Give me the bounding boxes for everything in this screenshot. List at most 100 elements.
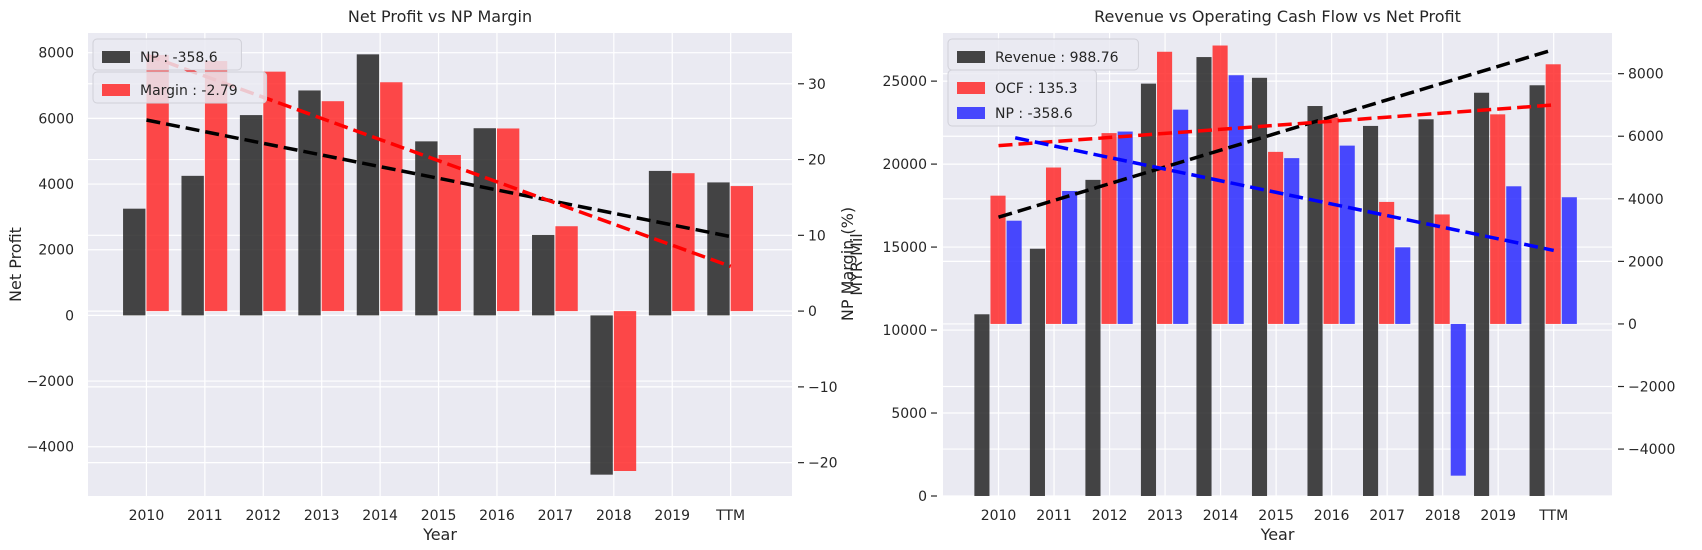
- y-tick-label: 0: [918, 489, 927, 505]
- y-tick-label: 25000: [882, 74, 927, 90]
- x-tick-label: 2013: [1147, 508, 1183, 524]
- bar-2016-series-1[interactable]: [1307, 106, 1323, 497]
- bar-ttm-series-2[interactable]: [730, 186, 754, 312]
- bar-2017-series-2[interactable]: [555, 226, 578, 312]
- x-tick-label: 2018: [1425, 508, 1461, 524]
- x-tick-label: 2015: [1258, 508, 1294, 524]
- bar-2018-series-2[interactable]: [1434, 214, 1450, 324]
- trend-line-series-1: [998, 47, 1555, 219]
- bar-2016-series-2[interactable]: [1323, 117, 1339, 324]
- bar-2017-series-1[interactable]: [1362, 125, 1379, 497]
- legend-swatch: [102, 84, 130, 96]
- y-tick-label: 6000: [38, 111, 74, 127]
- x-tick-label: 2011: [1036, 508, 1072, 524]
- y-tick-label: −2000: [27, 374, 74, 390]
- x-tick-label: 2014: [362, 508, 398, 524]
- bar-2010-series-1[interactable]: [123, 208, 146, 316]
- bar-2019-series-1[interactable]: [1474, 92, 1490, 496]
- bar-2018-series-2[interactable]: [613, 311, 637, 471]
- y-right-tick-label: 20: [808, 153, 826, 169]
- bar-2011-series-2[interactable]: [204, 61, 228, 312]
- x-tick-label: 2015: [421, 508, 457, 524]
- y-tick-label: 4000: [38, 177, 74, 193]
- bar-2011-series-1[interactable]: [1029, 248, 1045, 496]
- bar-2013-series-1[interactable]: [298, 90, 321, 316]
- bar-2016-series-1[interactable]: [473, 128, 496, 316]
- bar-2012-series-1[interactable]: [239, 115, 263, 316]
- y-right-tick-label: −10: [808, 380, 838, 396]
- bar-2015-series-3[interactable]: [1284, 158, 1300, 324]
- x-tick-label: 2012: [1092, 508, 1128, 524]
- bar-2010-series-2[interactable]: [146, 54, 169, 312]
- bar-2018-series-1[interactable]: [1418, 119, 1434, 496]
- bar-2016-series-3[interactable]: [1339, 145, 1355, 324]
- y-tick-label: 2000: [38, 243, 74, 259]
- y-right-tick-label: 4000: [1628, 192, 1664, 208]
- bar-2012-series-2[interactable]: [263, 71, 286, 312]
- legend-swatch: [957, 82, 985, 94]
- legend-entry-label: Revenue : 988.76: [995, 50, 1119, 66]
- bar-2015-series-2[interactable]: [1268, 151, 1284, 324]
- bar-2010-series-3[interactable]: [1006, 220, 1022, 324]
- legend-swatch: [957, 51, 985, 63]
- bar-2015-series-1[interactable]: [415, 141, 438, 316]
- bar-2014-series-1[interactable]: [1196, 57, 1212, 497]
- y-tick-label: −4000: [27, 440, 74, 456]
- x-tick-label: 2018: [596, 508, 632, 524]
- bar-2015-series-2[interactable]: [438, 155, 461, 312]
- bar-2019-series-2[interactable]: [1490, 114, 1506, 324]
- y-right-axis-label: NP Margin (%): [838, 207, 857, 321]
- y-tick-label: 15000: [882, 240, 927, 256]
- y-tick-label: 20000: [882, 157, 927, 173]
- bar-ttm-series-1[interactable]: [1529, 85, 1545, 496]
- bar-2019-series-2[interactable]: [672, 173, 695, 312]
- bar-2018-series-3[interactable]: [1450, 323, 1466, 476]
- legend-entry-label: NP : -358.6: [995, 106, 1073, 122]
- y-right-tick-label: 0: [1628, 317, 1637, 333]
- bar-2017-series-1[interactable]: [532, 234, 555, 316]
- legend-entry-label: Margin : -2.79: [140, 83, 238, 99]
- bar-2017-series-2[interactable]: [1379, 201, 1395, 324]
- bar-2019-series-1[interactable]: [648, 170, 672, 316]
- bar-ttm-series-2[interactable]: [1545, 64, 1561, 324]
- bar-2016-series-2[interactable]: [496, 128, 520, 312]
- y-tick-label: 10000: [882, 323, 927, 339]
- y-right-tick-label: −2000: [1628, 380, 1675, 396]
- bar-2013-series-2[interactable]: [1157, 51, 1173, 324]
- bar-2012-series-2[interactable]: [1101, 133, 1117, 324]
- x-tick-label: 2012: [245, 508, 281, 524]
- bar-2013-series-1[interactable]: [1140, 83, 1157, 497]
- legend-swatch: [957, 107, 985, 119]
- legend-box: [92, 71, 268, 104]
- bar-2011-series-2[interactable]: [1045, 167, 1062, 324]
- y-axis-label: Net Profit: [6, 227, 25, 302]
- bar-2014-series-1[interactable]: [356, 54, 380, 316]
- x-tick-label: 2016: [1314, 508, 1350, 524]
- bar-2014-series-2[interactable]: [1212, 45, 1228, 324]
- y-right-tick-label: 10: [808, 228, 826, 244]
- bar-2014-series-3[interactable]: [1228, 75, 1244, 324]
- bar-2015-series-1[interactable]: [1251, 77, 1268, 496]
- bar-2010-series-2[interactable]: [990, 195, 1006, 324]
- bar-ttm-series-1[interactable]: [707, 182, 730, 316]
- chart-panel-2: 2010 2011 2012 2013 2014 2015 2016 2017 2018 2019…: [847, 7, 1675, 544]
- legend-entry-label: NP : -358.6: [140, 50, 218, 66]
- bar-2017-series-3[interactable]: [1395, 247, 1411, 324]
- bar-2010-series-1[interactable]: [974, 314, 990, 496]
- bar-2013-series-2[interactable]: [321, 101, 345, 312]
- y-right-tick-label: 30: [808, 77, 826, 93]
- bar-2013-series-3[interactable]: [1173, 109, 1189, 324]
- y-right-tick-label: −20: [808, 456, 838, 472]
- chart-title: Revenue vs Operating Cash Flow vs Net Pr…: [1094, 7, 1461, 26]
- bar-2014-series-2[interactable]: [380, 82, 403, 312]
- bar-2018-series-1[interactable]: [590, 315, 613, 475]
- bar-2011-series-1[interactable]: [181, 175, 204, 316]
- y-tick-label: 5000: [891, 406, 927, 422]
- bar-2012-series-1[interactable]: [1085, 179, 1101, 496]
- bar-2019-series-3[interactable]: [1506, 186, 1522, 324]
- bar-2011-series-3[interactable]: [1062, 190, 1078, 324]
- bar-ttm-series-3[interactable]: [1561, 197, 1577, 324]
- y-axis-label: MYR Mil: [847, 233, 866, 295]
- x-tick-label: TTM: [1538, 508, 1568, 524]
